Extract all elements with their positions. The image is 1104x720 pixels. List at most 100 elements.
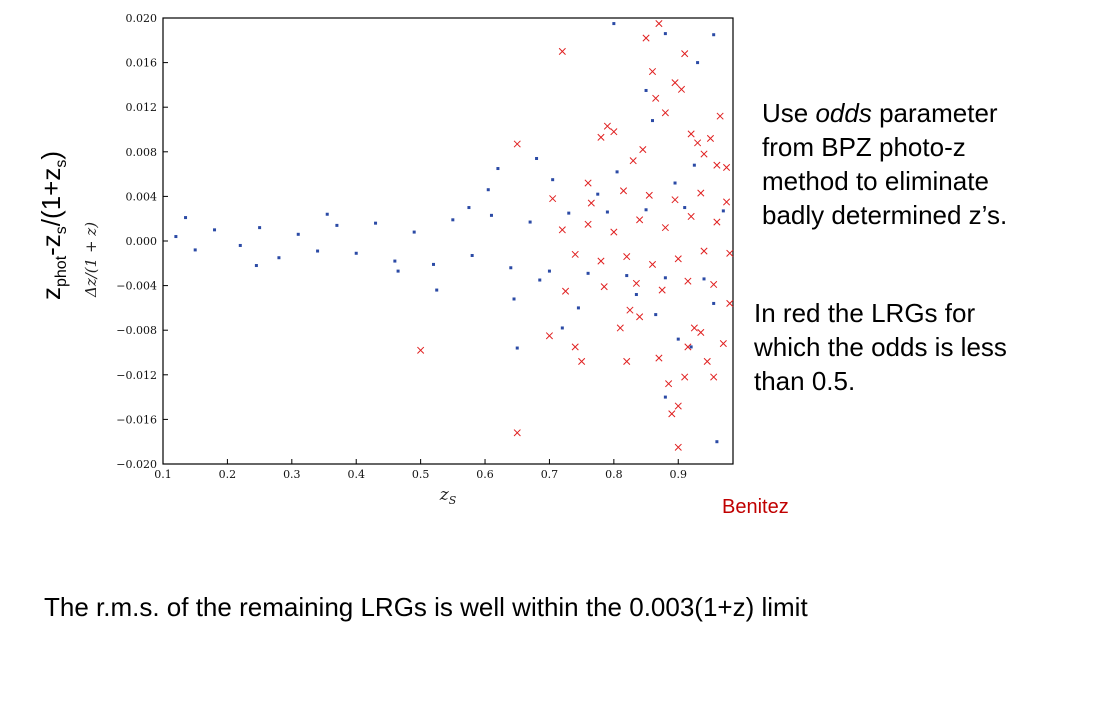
red-note-line-2: which the odds is less (754, 332, 1007, 362)
odds-note-em: odds (815, 98, 872, 128)
x-tick-label: 0.9 (670, 468, 688, 481)
odds-note-post: parameter (871, 98, 998, 128)
x-tick-label: 0.2 (219, 468, 237, 481)
blue-data-point (644, 208, 648, 212)
ylabel-phot: phot (53, 255, 71, 287)
blue-data-point (325, 212, 329, 216)
red-data-point (697, 189, 705, 197)
red-data-point (661, 109, 669, 117)
blue-data-point (184, 216, 188, 220)
blue-data-point (512, 297, 516, 301)
red-data-point (661, 224, 669, 232)
blue-data-point (509, 266, 513, 270)
blue-data-point (535, 156, 539, 160)
ylabel-s1: s (53, 226, 71, 235)
red-data-point (684, 277, 692, 285)
blue-data-point (547, 269, 551, 273)
blue-data-point (316, 249, 320, 253)
red-data-point (558, 226, 566, 234)
red-data-point (694, 139, 702, 147)
x-tick-label: 0.6 (476, 468, 494, 481)
red-data-point (619, 187, 628, 195)
red-data-point (655, 354, 663, 362)
blue-data-point (296, 232, 300, 236)
blue-data-point (712, 301, 716, 305)
blue-data-point (412, 230, 416, 234)
red-data-point (652, 94, 660, 102)
credit-text: Benitez (722, 496, 789, 518)
red-data-point (584, 179, 592, 187)
blue-data-point (676, 337, 680, 341)
blue-data-point (489, 213, 493, 217)
y-tick-label: 0.004 (126, 190, 158, 203)
x-tick-label: 0.7 (541, 468, 559, 481)
red-data-point (636, 216, 644, 224)
blue-data-point (663, 276, 667, 280)
x-tick-label: 0.8 (605, 468, 623, 481)
red-data-point (677, 85, 686, 93)
red-data-point (655, 20, 663, 28)
x-tick-label: 0.4 (347, 468, 365, 481)
y-tick-label: −0.020 (116, 458, 157, 471)
red-data-point (578, 357, 586, 365)
red-data-point (587, 199, 595, 207)
blue-data-point (576, 306, 580, 310)
red-data-point (629, 157, 637, 165)
red-data-point (674, 402, 682, 410)
red-note-line-1: In red the LRGs for (754, 298, 976, 328)
red-data-point (545, 332, 553, 340)
red-data-point (603, 122, 611, 130)
red-data-point (648, 260, 657, 268)
ylabel-s2: s (53, 159, 71, 168)
red-data-point (671, 196, 679, 204)
y-tick-label: −0.012 (116, 369, 157, 382)
red-data-point (684, 343, 692, 351)
red-data-point (706, 134, 715, 142)
blue-data-point (625, 274, 629, 278)
blue-data-point (663, 32, 667, 36)
red-point-series (417, 20, 734, 451)
red-data-point (600, 283, 608, 291)
blue-data-point (551, 178, 555, 182)
red-data-point (645, 191, 653, 199)
blue-data-point (277, 256, 281, 260)
red-data-point (700, 247, 708, 255)
blue-data-point (715, 440, 719, 444)
ylabel-minus-z: -z (36, 234, 66, 256)
red-data-point (719, 340, 727, 348)
red-data-point (690, 324, 698, 332)
red-data-point (597, 257, 605, 265)
y-tick-label: 0.008 (126, 146, 158, 159)
red-data-point (584, 220, 592, 228)
blue-data-point (538, 278, 542, 282)
red-data-point (571, 250, 579, 258)
red-data-point (710, 373, 718, 381)
red-data-point (626, 306, 634, 314)
red-data-point (513, 429, 521, 437)
blue-data-point (354, 251, 358, 255)
red-data-point (549, 195, 557, 203)
red-data-point (700, 150, 708, 158)
red-data-point (723, 198, 731, 206)
blue-data-point (393, 259, 397, 263)
blue-data-point (467, 206, 471, 210)
odds-note-pre: Use (762, 98, 816, 128)
blue-data-point (174, 235, 178, 239)
y-tick-label: 0.016 (126, 57, 158, 70)
blue-data-point (496, 167, 500, 171)
blue-point-series (174, 22, 725, 444)
odds-note-line-3: method to eliminate (762, 166, 989, 196)
blue-data-point (712, 33, 716, 37)
blue-data-point (528, 220, 532, 224)
blue-data-point (486, 188, 490, 192)
x-tick-label: 0.5 (412, 468, 430, 481)
red-data-point (726, 249, 734, 257)
blue-data-point (396, 269, 400, 273)
red-data-point (558, 47, 566, 56)
red-data-point (703, 357, 711, 365)
red-points-note: In red the LRGs for which the odds is le… (754, 296, 1094, 398)
outer-y-axis-label: zphot-zs/(1+zs) (36, 151, 71, 300)
red-data-point (623, 357, 631, 365)
red-data-point (610, 128, 618, 136)
red-data-point (571, 343, 579, 351)
